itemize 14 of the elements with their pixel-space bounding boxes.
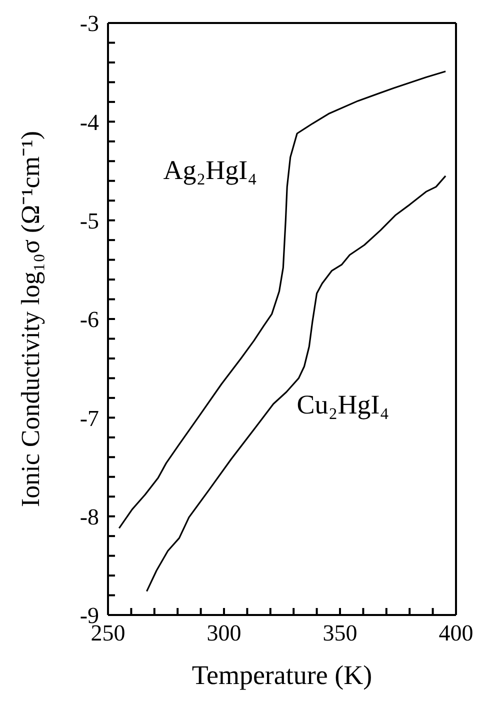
y-axis-title: Ionic Conductivity log₁₀σ (Ω⁻¹cm⁻¹): [16, 130, 46, 508]
y-tick-label: -5: [80, 208, 99, 234]
line-series: [118, 70, 446, 529]
series-label: Cu₂HgI₄: [296, 389, 390, 420]
y-tick-label: -8: [80, 504, 99, 530]
x-tick-label: 300: [206, 620, 242, 646]
y-tick-label: -7: [80, 406, 99, 431]
x-tick-label: 400: [438, 620, 474, 646]
y-tick-label: -6: [80, 307, 99, 332]
series-label: Ag₂HgI₄: [163, 154, 258, 185]
y-tick-label: -3: [80, 11, 99, 36]
x-axis-title: Temperature (K): [192, 660, 372, 690]
x-tick-label: 350: [322, 620, 358, 646]
y-tick-label: -4: [80, 110, 100, 135]
